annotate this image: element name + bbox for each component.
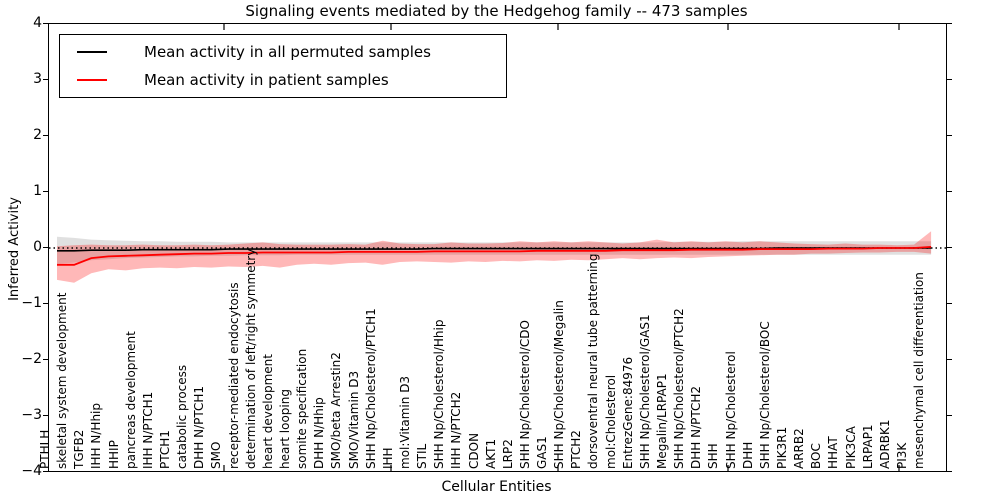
y-tick-mark xyxy=(947,79,952,80)
x-tick-label: SHH Np/Cholesterol/BOC xyxy=(757,321,772,469)
x-tick-label: PTHLH xyxy=(38,429,52,469)
x-tick-label: DHH xyxy=(740,441,755,469)
x-tick-label: HHIP xyxy=(106,440,121,469)
x-tick-label: BOC xyxy=(809,443,824,469)
x-tick-label: catabolic process xyxy=(175,364,190,469)
x-axis-label: Cellular Entities xyxy=(441,479,552,495)
y-tick-mark xyxy=(947,23,952,24)
y-tick-label: −4 xyxy=(21,463,42,479)
y-tick-mark xyxy=(43,191,48,192)
y-tick-mark xyxy=(947,191,952,192)
x-tick-label: CDON xyxy=(466,432,481,469)
x-tick-label: heart development xyxy=(260,354,275,469)
y-tick-label: 2 xyxy=(33,127,42,143)
x-tick-label: dorsoventral neural tube patterning xyxy=(586,253,601,469)
legend-item-patient: Mean activity in patient samples xyxy=(60,67,506,93)
x-tick-label: SHH Np/Cholesterol/PTCH1 xyxy=(363,308,378,469)
x-tick-label: SHH Np/Cholesterol/GAS1 xyxy=(637,314,652,469)
x-tick-label: PIK3R1 xyxy=(775,426,790,469)
y-tick-mark xyxy=(43,23,48,24)
legend-item-permuted: Mean activity in all permuted samples xyxy=(60,39,506,65)
y-tick-mark xyxy=(43,471,48,472)
x-tick-label: SMO/Vitamin D3 xyxy=(346,370,361,469)
x-tick-label: somite specification xyxy=(295,348,310,469)
x-tick-label: SHH Np/Cholesterol/Megalin xyxy=(552,300,567,469)
y-tick-mark xyxy=(947,303,952,304)
x-tick-label: EntrezGene:84976 xyxy=(620,356,635,469)
y-tick-mark xyxy=(43,415,48,416)
y-tick-mark xyxy=(43,135,48,136)
x-tick-label: receptor-mediated endocytosis xyxy=(226,282,241,469)
y-tick-mark xyxy=(43,79,48,80)
x-tick-label: mol:Cholesterol xyxy=(603,374,618,469)
x-tick-label: DHH N/Hhip xyxy=(312,397,327,469)
patient-line-swatch xyxy=(77,79,107,81)
x-tick-label: SHH Np/Cholesterol/PTCH2 xyxy=(672,308,687,469)
x-tick-label: Megalin/LRPAP1 xyxy=(655,373,670,469)
x-tick-label: ARRB2 xyxy=(792,428,807,469)
x-tick-label: SHH xyxy=(706,443,721,469)
y-tick-mark xyxy=(947,359,952,360)
x-tick-label: skeletal system development xyxy=(55,292,70,469)
y-tick-label: −2 xyxy=(21,351,42,367)
x-tick-label: TGFB2 xyxy=(72,429,87,469)
y-tick-mark xyxy=(947,135,952,136)
x-tick-label: SHH Np/Cholesterol xyxy=(723,351,738,469)
y-tick-mark xyxy=(43,303,48,304)
y-tick-mark xyxy=(947,471,952,472)
x-tick-label: LRPAP1 xyxy=(860,424,875,469)
x-tick-label: SHH Np/Cholesterol/Hhip xyxy=(432,319,447,469)
x-tick-label: PTCH2 xyxy=(569,430,584,469)
y-tick-label: 3 xyxy=(33,71,42,87)
legend-label-patient: Mean activity in patient samples xyxy=(144,71,389,89)
plot-area: PTHLH skeletal system development TGFB2 IHH… xyxy=(38,23,947,472)
y-tick-mark xyxy=(947,247,952,248)
x-tick-label: mesenchymal cell differentiation xyxy=(912,272,927,469)
x-tick-label: heart looping xyxy=(277,389,292,469)
x-tick-label: IHH N/Hhip xyxy=(89,403,104,469)
y-tick-label: 1 xyxy=(33,183,42,199)
x-tick-label: GAS1 xyxy=(535,436,550,469)
x-tick-label: DHH N/PTCH1 xyxy=(192,385,207,469)
x-tick-label: IHH xyxy=(380,447,395,469)
permuted-line-swatch xyxy=(77,51,107,53)
x-tick-label: PI3K xyxy=(895,442,909,469)
x-tick-label: PIK3CA xyxy=(843,426,858,469)
x-tick-label: PTCH1 xyxy=(157,430,172,469)
chart-title: Signaling events mediated by the Hedgeho… xyxy=(245,2,748,20)
x-tick-label: SMO/beta Arrestin2 xyxy=(329,352,344,469)
x-tick-label: determination of left/right symmetry xyxy=(243,248,258,469)
x-tick-label: LRP2 xyxy=(500,439,515,469)
y-tick-label: 0 xyxy=(33,239,42,255)
x-tick-label: IHH N/PTCH1 xyxy=(140,391,155,469)
y-tick-mark xyxy=(43,359,48,360)
legend: Mean activity in all permuted samples Me… xyxy=(59,34,507,98)
y-tick-label: −3 xyxy=(21,407,42,423)
x-tick-label: HHAT xyxy=(826,436,841,469)
x-tick-label: AKT1 xyxy=(483,438,498,469)
x-tick-label: STIL xyxy=(415,443,430,469)
x-tick-label: SHH Np/Cholesterol/CDO xyxy=(517,320,532,469)
y-tick-label: −1 xyxy=(21,295,42,311)
legend-label-permuted: Mean activity in all permuted samples xyxy=(144,43,431,61)
y-tick-mark xyxy=(43,247,48,248)
x-tick-label: pancreas development xyxy=(123,331,138,469)
y-tick-mark xyxy=(947,415,952,416)
x-tick-label: SMO xyxy=(209,441,224,469)
chart-canvas xyxy=(49,24,946,471)
x-tick-label: ADRBK1 xyxy=(877,419,892,469)
x-tick-label: IHH N/PTCH2 xyxy=(449,391,464,469)
y-tick-label: 4 xyxy=(33,15,42,31)
x-tick-label: DHH N/PTCH2 xyxy=(689,385,704,469)
x-tick-label: mol:Vitamin D3 xyxy=(397,375,412,469)
